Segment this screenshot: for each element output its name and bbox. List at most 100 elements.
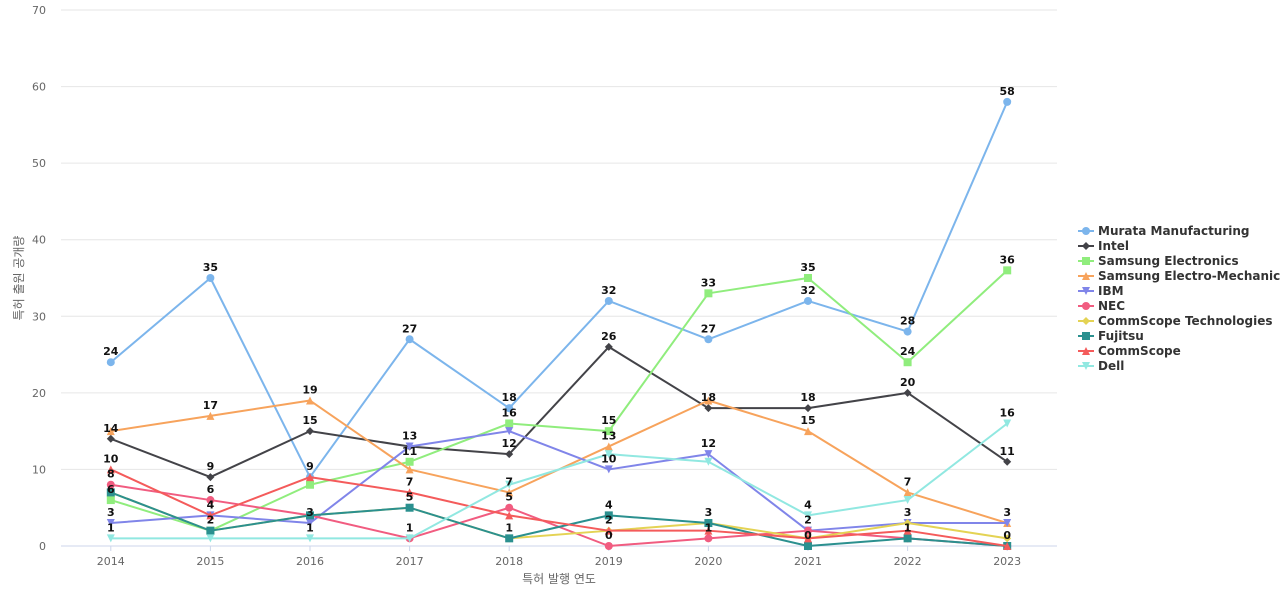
series-lines <box>106 97 1012 550</box>
data-label: 3 <box>306 506 314 519</box>
data-point <box>704 519 713 528</box>
data-label: 10 <box>103 452 119 465</box>
data-label: 19 <box>302 384 317 397</box>
data-point <box>306 473 314 482</box>
data-point <box>106 427 115 436</box>
data-point <box>206 526 215 535</box>
legend-label: NEC <box>1098 299 1125 313</box>
legend-item[interactable]: NEC <box>1078 299 1125 313</box>
x-tick-label: 2019 <box>595 555 623 568</box>
data-point <box>704 534 713 543</box>
data-point <box>106 496 115 505</box>
data-label: 32 <box>800 284 815 297</box>
data-label: 32 <box>601 284 616 297</box>
series-murata-manufacturing[interactable] <box>106 97 1012 482</box>
data-point <box>405 534 414 543</box>
data-point <box>206 473 215 482</box>
data-point <box>604 296 613 305</box>
data-label: 9 <box>207 460 215 473</box>
data-point <box>106 488 115 497</box>
data-point <box>604 526 613 535</box>
x-tick-label: 2018 <box>495 555 523 568</box>
data-point <box>604 450 613 459</box>
data-label: 3 <box>904 506 912 519</box>
data-label: 0 <box>804 529 812 542</box>
data-point <box>505 488 514 497</box>
data-labels: 2414108631351796421915931271311751181612… <box>103 85 1015 542</box>
legend-marker <box>1082 242 1090 250</box>
data-point <box>804 427 812 436</box>
data-point <box>1003 97 1012 106</box>
data-label: 35 <box>203 261 218 274</box>
data-point <box>604 511 613 520</box>
legend-label: Murata Manufacturing <box>1098 224 1250 238</box>
data-label: 28 <box>900 315 915 328</box>
x-tick-label: 2020 <box>694 555 722 568</box>
legend-item[interactable]: CommScope <box>1078 344 1181 358</box>
data-label: 12 <box>502 437 517 450</box>
legend-marker <box>1082 257 1090 265</box>
data-point <box>903 526 912 535</box>
data-label: 5 <box>505 491 513 504</box>
legend-marker <box>1082 272 1090 280</box>
data-point <box>505 503 514 512</box>
data-label: 24 <box>900 345 916 358</box>
data-point <box>704 335 713 344</box>
data-label: 15 <box>800 414 815 427</box>
legend-item[interactable]: CommScope Technologies <box>1078 314 1272 328</box>
data-point <box>106 465 115 474</box>
data-label: 1 <box>107 521 115 534</box>
data-point <box>306 396 314 405</box>
legend-marker <box>1082 302 1090 310</box>
y-tick-label: 50 <box>32 157 46 170</box>
data-point <box>604 542 613 550</box>
data-label: 3 <box>1003 506 1011 519</box>
data-label: 26 <box>601 330 617 343</box>
legend-item[interactable]: Fujitsu <box>1078 329 1144 343</box>
data-label: 2 <box>605 514 613 527</box>
series-dell[interactable] <box>106 419 1012 543</box>
series-line <box>109 430 1009 532</box>
y-axis-title: 특허 출원 공개량 <box>12 236 26 321</box>
data-point <box>505 534 514 543</box>
data-point <box>903 358 912 367</box>
data-point <box>903 488 912 497</box>
data-point <box>505 511 514 520</box>
data-point <box>405 442 414 451</box>
data-label: 13 <box>402 429 417 442</box>
series-line <box>109 491 1009 547</box>
legend-item[interactable]: Samsung Electro-Mechanics <box>1078 269 1280 283</box>
series-commscope[interactable] <box>106 465 1012 550</box>
legend-item[interactable]: Murata Manufacturing <box>1078 224 1250 238</box>
legend-item[interactable]: Dell <box>1078 359 1124 373</box>
legend-item[interactable]: Intel <box>1078 239 1129 253</box>
data-label: 0 <box>605 529 613 542</box>
data-point <box>1003 534 1012 543</box>
legend-label: CommScope <box>1098 344 1181 358</box>
data-point <box>903 534 912 543</box>
data-label: 2 <box>207 514 215 527</box>
data-point <box>1003 457 1012 466</box>
x-tick-label: 2016 <box>296 555 324 568</box>
data-point <box>306 480 314 489</box>
legend-label: IBM <box>1098 284 1124 298</box>
series-intel[interactable] <box>106 342 1012 482</box>
legend-item[interactable]: IBM <box>1078 284 1124 298</box>
data-point <box>306 519 314 528</box>
series-ibm[interactable] <box>106 427 1012 535</box>
data-label: 16 <box>502 406 518 419</box>
legend-label: Samsung Electronics <box>1098 254 1239 268</box>
data-point <box>405 503 414 512</box>
data-label: 9 <box>306 460 314 473</box>
data-label: 36 <box>1000 253 1016 266</box>
data-label: 4 <box>207 498 215 511</box>
legend-marker <box>1082 362 1090 370</box>
data-label: 5 <box>406 491 414 504</box>
data-point <box>106 434 115 443</box>
data-label: 3 <box>705 506 713 519</box>
data-point <box>903 496 912 505</box>
legend-item[interactable]: Samsung Electronics <box>1078 254 1239 268</box>
series-fujitsu[interactable] <box>106 488 1012 550</box>
